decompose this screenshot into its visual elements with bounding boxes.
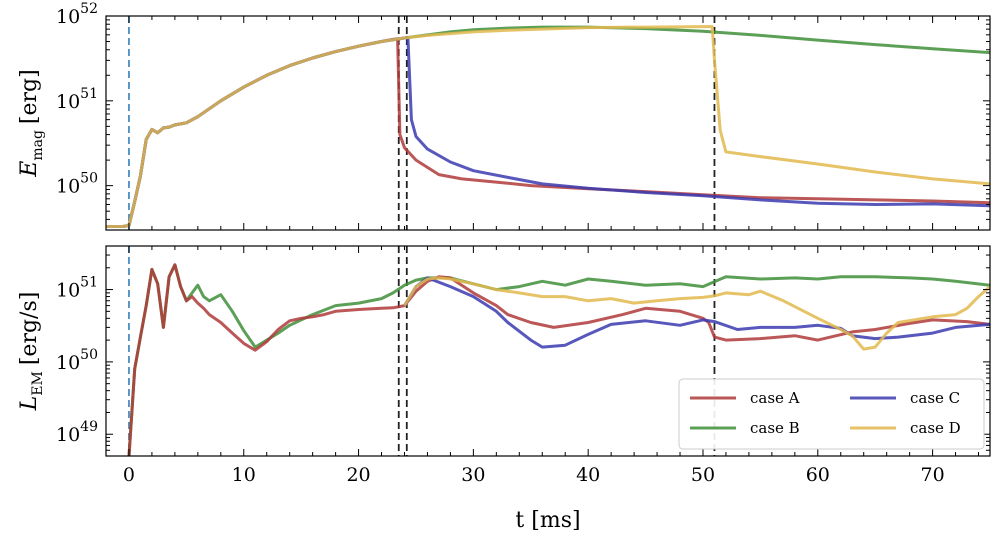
x-tick-label: 30	[461, 464, 485, 486]
y-tick-label: 1050	[56, 171, 98, 198]
legend-label: case B	[750, 419, 800, 437]
bottom-ticks	[106, 245, 990, 457]
series-line-case-b	[106, 25, 990, 228]
legend-label: case D	[910, 419, 961, 437]
y-tick-label: 1051	[56, 275, 98, 302]
x-tick-label: 50	[691, 464, 715, 486]
top-y-tick-labels: 1050 1051 1052	[56, 1, 98, 198]
x-tick-label: 60	[806, 464, 830, 486]
top-y-axis-label: Emag[erg]	[17, 69, 46, 177]
bottom-y-axis-label: LEM[erg/s]	[17, 292, 46, 412]
legend-label: case A	[750, 389, 800, 407]
y-tick-label: 1050	[56, 347, 98, 374]
x-tick-label: 70	[921, 464, 945, 486]
legend: case A case C case B case D	[678, 378, 985, 450]
legend-label: case C	[910, 389, 960, 407]
series-line-case-a	[106, 37, 990, 228]
top-vertical-markers	[128, 16, 716, 230]
top-plot-frame	[105, 15, 991, 231]
x-tick-labels: 0 10 20 30 40 50 60 70	[123, 464, 945, 486]
series-line-case-a	[127, 263, 990, 456]
x-tick-label: 20	[346, 464, 370, 486]
x-tick-label: 10	[232, 464, 256, 486]
x-axis-label: t [ms]	[515, 508, 580, 533]
x-tick-label: 40	[576, 464, 600, 486]
series-line-case-d	[403, 276, 990, 351]
series-line-case-c	[403, 276, 990, 349]
y-tick-label: 1052	[56, 1, 98, 28]
top-series-group	[106, 25, 990, 228]
bottom-series-group	[127, 263, 990, 456]
y-tick-label: 1051	[56, 86, 98, 113]
x-tick-label: 0	[123, 464, 135, 486]
magnetic-energy-panel: 1050 1051 1052 Emag[erg]	[17, 1, 991, 231]
series-line-case-d	[106, 25, 990, 228]
y-tick-label: 1049	[56, 419, 98, 446]
bottom-plot-frame	[105, 245, 991, 457]
top-ticks	[106, 15, 990, 231]
bottom-y-tick-labels: 1049 1050 1051	[56, 275, 98, 447]
legend-box	[678, 378, 985, 450]
